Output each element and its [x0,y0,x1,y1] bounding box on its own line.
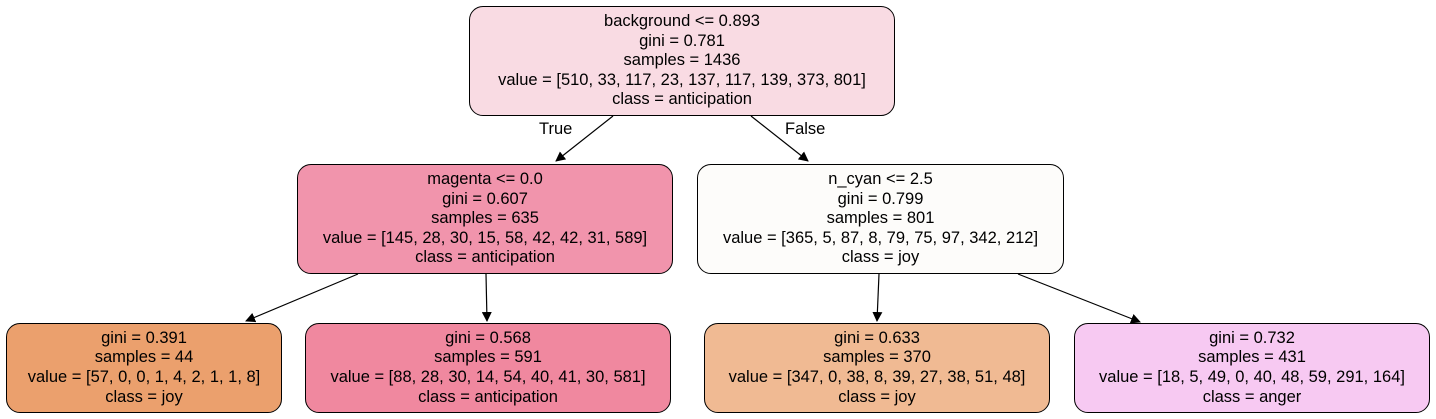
node-line: value = [365, 5, 87, 8, 79, 75, 97, 342,… [722,228,1039,247]
node-line: samples = 370 [823,348,931,367]
node-line: class = joy [841,248,920,267]
edge-magenta-to-left-leaf [245,273,359,323]
node-line: value = [18, 5, 49, 0, 40, 48, 59, 291, … [1099,368,1405,386]
node-line: samples = 801 [826,209,935,228]
node-line: gini = 0.633 [834,328,920,347]
node-line: class = anticipation [418,387,558,406]
leaf-node-anger: gini = 0.732 samples = 431 value = [18, … [1074,323,1430,413]
ncyan-split-node: n_cyan <= 2.5 gini = 0.799 samples = 801… [697,164,1064,274]
node-line: value = [145, 28, 30, 15, 58, 42, 42, 31… [322,228,648,247]
node-line: value = [347, 0, 38, 8, 39, 27, 38, 51, … [728,368,1026,386]
edge-root-to-ncyan [750,115,809,162]
node-line: samples = 591 [434,348,542,367]
node-line: samples = 1436 [623,51,741,70]
node-line: class = joy [838,387,916,406]
node-line: gini = 0.732 [1209,328,1295,347]
node-line: gini = 0.799 [837,189,924,208]
leaf-node-joy-2: gini = 0.633 samples = 370 value = [347,… [704,323,1050,413]
leaf-node-joy-1: gini = 0.391 samples = 44 value = [57, 0… [6,323,282,413]
edge-ncyan-to-left-leaf [872,273,883,322]
node-line: gini = 0.607 [442,189,528,208]
node-line: gini = 0.391 [101,328,187,347]
node-line: value = [510, 33, 117, 23, 137, 117, 139… [498,70,866,89]
edge-ncyan-to-right-leaf [1017,273,1141,324]
edge-root-to-magenta [555,115,614,162]
magenta-split-node: magenta <= 0.0 gini = 0.607 samples = 63… [297,164,673,274]
leaf-node-anticipation: gini = 0.568 samples = 591 value = [88, … [305,323,671,413]
node-line: background <= 0.893 [604,12,760,31]
node-line: class = joy [105,387,183,406]
node-line: samples = 44 [94,348,194,367]
node-line: class = anticipation [612,90,752,109]
edge-magenta-to-right-leaf [481,273,492,322]
node-line: samples = 635 [431,209,539,228]
true-edge-label: True [539,120,573,138]
node-line: samples = 431 [1198,348,1306,367]
node-line: magenta <= 0.0 [427,170,543,189]
node-line: n_cyan <= 2.5 [828,170,933,189]
node-line: value = [88, 28, 30, 14, 54, 40, 41, 30,… [330,368,646,386]
node-line: gini = 0.781 [639,31,725,50]
node-line: value = [57, 0, 0, 1, 4, 2, 1, 1, 8] [27,368,261,386]
false-edge-label: False [785,120,826,138]
root-split-node: background <= 0.893 gini = 0.781 samples… [469,6,895,116]
node-line: class = anger [1202,387,1302,406]
node-line: gini = 0.568 [445,328,531,347]
node-line: class = anticipation [415,248,555,267]
